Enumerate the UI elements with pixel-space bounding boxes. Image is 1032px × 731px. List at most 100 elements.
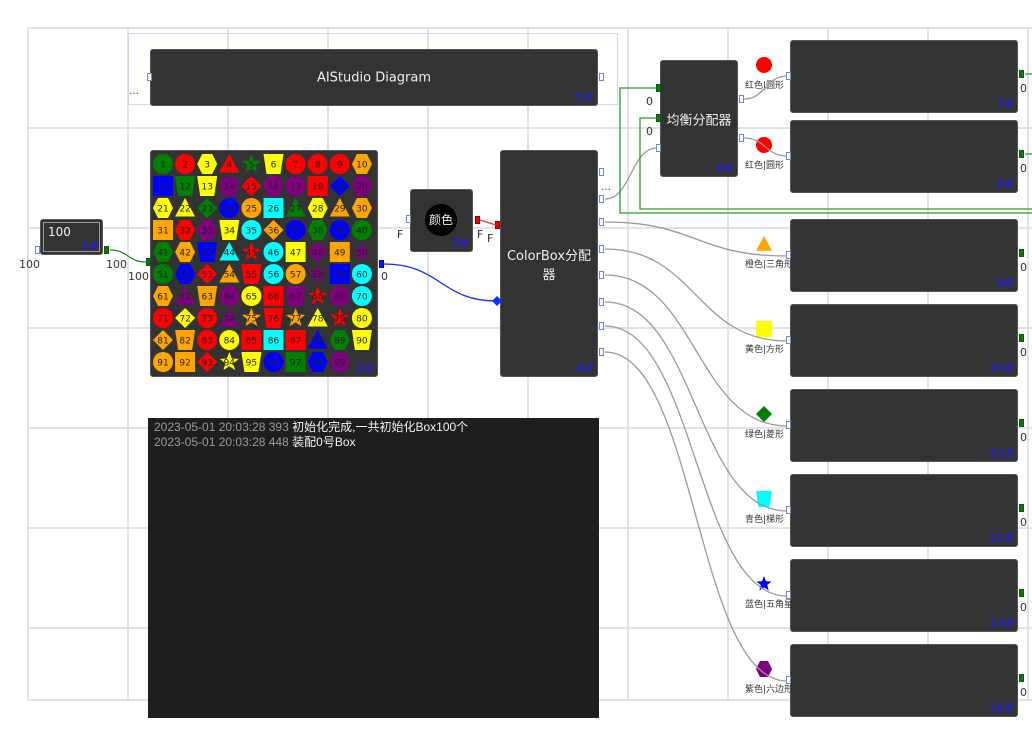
- output-node[interactable]: 14#: [790, 644, 1018, 717]
- box-item-number: 93: [201, 359, 212, 369]
- colorbox-out-port[interactable]: [599, 168, 604, 176]
- counter-out-port[interactable]: [104, 246, 109, 254]
- box-item-number: 53: [201, 271, 212, 281]
- color-node[interactable]: 颜色 3#: [410, 189, 473, 252]
- output-in-port[interactable]: [786, 506, 791, 514]
- output-out-port[interactable]: [1019, 589, 1024, 597]
- output-in-port[interactable]: [786, 152, 791, 160]
- counter-value: 100: [43, 222, 100, 252]
- output-out-port[interactable]: [1019, 70, 1024, 78]
- box-item: [329, 198, 350, 217]
- box-item: [241, 286, 262, 306]
- output-node[interactable]: 10#: [790, 304, 1018, 377]
- colorbox-out-port[interactable]: [599, 322, 604, 330]
- box-item-number: 84: [224, 337, 236, 347]
- output-node[interactable]: 9#: [790, 219, 1018, 292]
- color-out-port[interactable]: [475, 216, 480, 224]
- balancer-in-port-1[interactable]: [656, 84, 661, 92]
- diagram-title-node[interactable]: AIStudio Diagram 5#: [150, 49, 598, 106]
- output-out-port[interactable]: [1019, 419, 1024, 427]
- node-id: 13#: [988, 616, 1014, 630]
- output-in-port[interactable]: [786, 421, 791, 429]
- port-label: 0: [646, 95, 653, 108]
- box-item-number: 45: [246, 249, 257, 259]
- node-id: 7#: [996, 97, 1014, 111]
- output-node[interactable]: 13#: [790, 559, 1018, 632]
- box-item: [197, 286, 218, 306]
- port-label: 100: [19, 258, 40, 271]
- balancer-in-port-2[interactable]: [656, 114, 661, 122]
- box-item-number: 38: [312, 227, 324, 237]
- counter-node[interactable]: 100 1#: [40, 219, 103, 255]
- box-item-number: 36: [268, 227, 280, 237]
- counter-in-port[interactable]: [35, 246, 40, 254]
- balancer-out-port-2[interactable]: [739, 134, 744, 142]
- box-item-number: 47: [290, 249, 301, 259]
- output-out-port[interactable]: [1019, 249, 1024, 257]
- box-item-number: 64: [224, 293, 236, 303]
- box-item: [329, 330, 350, 350]
- output-node[interactable]: 11#: [790, 389, 1018, 462]
- box-item: [219, 308, 240, 327]
- box-item-number: 95: [246, 359, 257, 369]
- colorbox-out-port[interactable]: [599, 245, 604, 253]
- box-item: [307, 220, 328, 240]
- output-node[interactable]: 7#: [790, 40, 1018, 113]
- grid-out-port[interactable]: [379, 260, 384, 268]
- colorbox-out-port[interactable]: [599, 218, 604, 226]
- box-item: [285, 154, 306, 174]
- balancer-in-port-3[interactable]: [656, 144, 661, 152]
- balancer-node[interactable]: 均衡分配器 6#: [660, 60, 738, 177]
- box-item: [263, 198, 284, 218]
- more-dots: …: [601, 182, 611, 193]
- output-out-port[interactable]: [1019, 334, 1024, 342]
- output-node[interactable]: 12#: [790, 474, 1018, 547]
- box-item-number: 37: [290, 227, 301, 237]
- box-item: [153, 198, 173, 218]
- box-item-number: 61: [157, 293, 168, 303]
- box-item-number: 67: [290, 293, 301, 303]
- box-item: [219, 198, 240, 218]
- colorbox-out-port[interactable]: [599, 195, 604, 203]
- title-out-port[interactable]: [599, 73, 604, 81]
- output-out-port[interactable]: [1019, 150, 1024, 158]
- box-item-number: 89: [334, 337, 346, 347]
- box-item: [175, 264, 196, 284]
- box-item-number: 90: [356, 337, 368, 347]
- box-item: [263, 264, 284, 284]
- box-item: [285, 352, 306, 372]
- output-shape-icon: [756, 491, 772, 507]
- color-in-port[interactable]: [406, 215, 411, 223]
- box-item: [219, 264, 240, 283]
- box-item-number: 96: [268, 359, 280, 369]
- box-item-number: 92: [179, 359, 190, 369]
- output-out-port[interactable]: [1019, 674, 1024, 682]
- output-count: 0: [1020, 431, 1027, 444]
- grid-in-port[interactable]: [146, 258, 151, 266]
- box-item-number: 28: [312, 205, 324, 215]
- log-panel[interactable]: 2023-05-01 20:03:28 393 初始化完成,一共初始化Box10…: [148, 418, 599, 718]
- output-node[interactable]: 8#: [790, 120, 1018, 193]
- box-item-number: 31: [157, 227, 168, 237]
- box-item: [197, 352, 218, 372]
- output-out-port[interactable]: [1019, 504, 1024, 512]
- box-item-number: 69: [334, 293, 346, 303]
- colorbox-out-port[interactable]: [599, 348, 604, 356]
- box-item-number: 62: [179, 293, 190, 303]
- box-item-number: 33: [201, 227, 212, 237]
- output-in-port[interactable]: [786, 336, 791, 344]
- box-item: [329, 352, 350, 372]
- colorbox-out-port[interactable]: [599, 271, 604, 279]
- output-in-port[interactable]: [786, 72, 791, 80]
- colorbox-distributor-node[interactable]: ColorBox分配器 4#: [500, 150, 598, 377]
- colorbox-out-port[interactable]: [599, 298, 604, 306]
- box-item-number: 2: [182, 161, 188, 171]
- title-in-port[interactable]: [147, 73, 152, 81]
- box-item-number: 78: [312, 315, 324, 325]
- box-item: [307, 198, 328, 218]
- box-grid-node[interactable]: 1 2 3 4 5 6 7 8 9 10 11 12 13 14 15 16 17 18 19 20 21 22 23 24 2…: [150, 150, 378, 377]
- balancer-out-port-1[interactable]: [739, 95, 744, 103]
- box-item: [197, 308, 218, 328]
- output-shape-icon: [756, 57, 772, 73]
- box-item: [219, 286, 240, 306]
